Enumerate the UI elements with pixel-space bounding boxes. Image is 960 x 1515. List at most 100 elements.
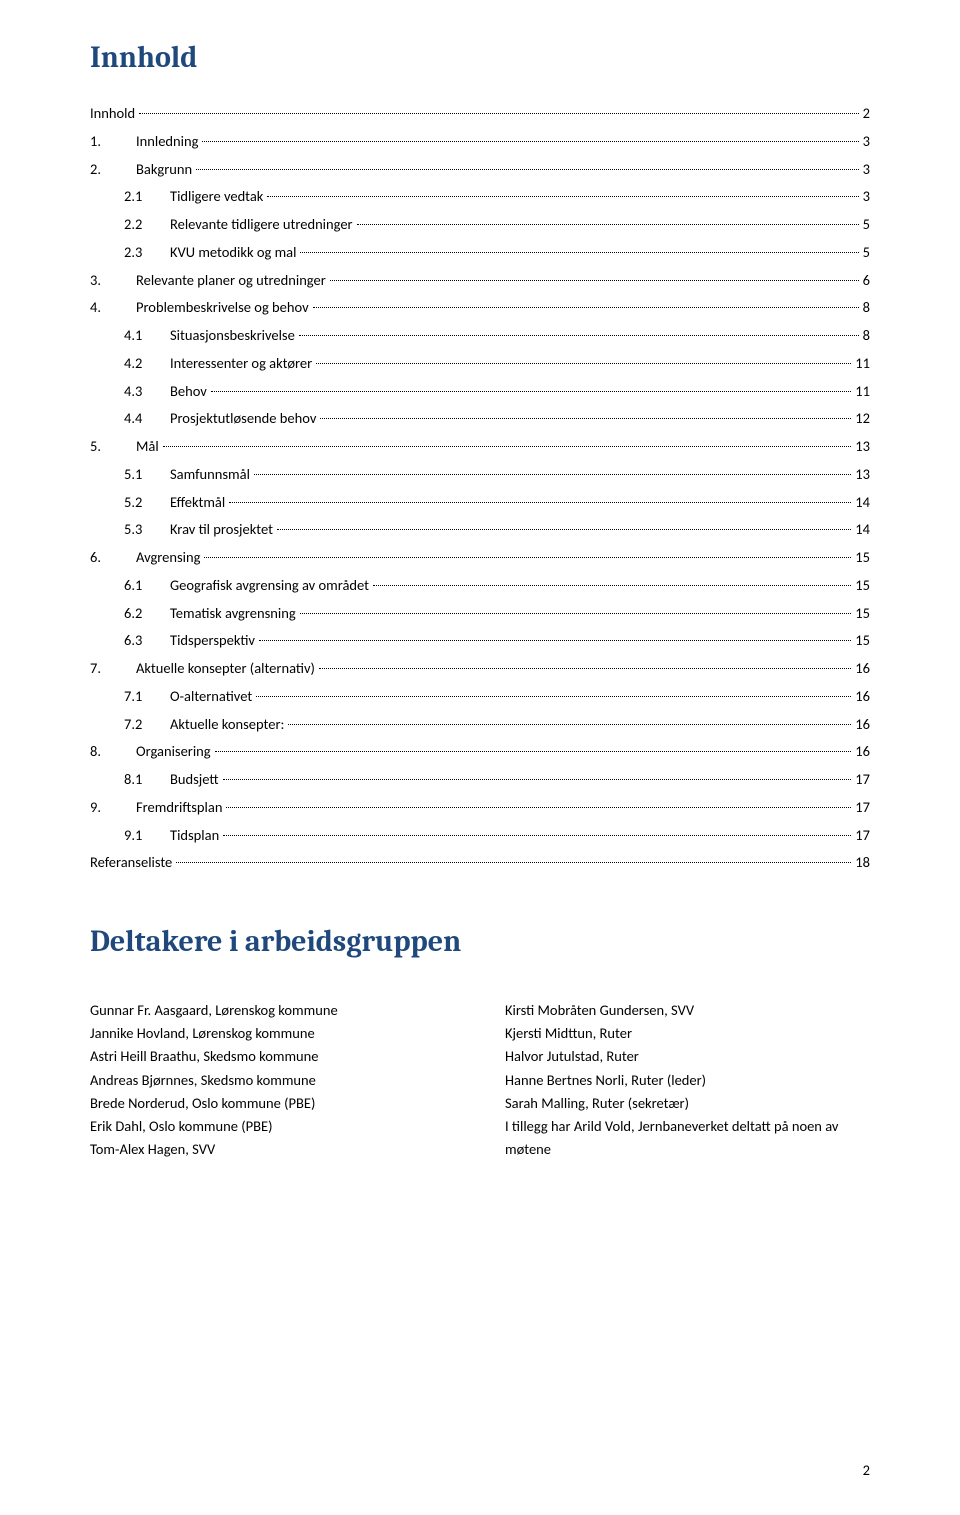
toc-entry-number: 4.2 (124, 353, 170, 375)
toc-entry-title: Prosjektutløsende behov (170, 408, 316, 430)
toc-entry[interactable]: Innhold 2 (90, 103, 870, 125)
toc-leader-dots (267, 196, 858, 197)
toc-entry[interactable]: 4.2Interessenter og aktører 11 (90, 353, 870, 375)
toc-entry[interactable]: 9.Fremdriftsplan 17 (90, 797, 870, 819)
toc-entry[interactable]: 8.Organisering 16 (90, 741, 870, 763)
toc-entry[interactable]: 4.1Situasjonsbeskrivelse 8 (90, 325, 870, 347)
toc-entry-number: 9. (90, 797, 136, 819)
toc-leader-dots (319, 668, 851, 669)
toc-leader-dots (229, 502, 851, 503)
participant-entry: Astri Heill Braathu, Skedsmo kommune (90, 1045, 455, 1068)
toc-entry[interactable]: 2.1Tidligere vedtak 3 (90, 186, 870, 208)
toc-entry-number: 4.3 (124, 381, 170, 403)
toc-entry-number: 4.1 (124, 325, 170, 347)
toc-entry-title: Tidsperspektiv (170, 630, 255, 652)
toc-entry-number: 2.1 (124, 186, 170, 208)
toc-entry[interactable]: 7.2Aktuelle konsepter: 16 (90, 714, 870, 736)
toc-entry[interactable]: 6.Avgrensing 15 (90, 547, 870, 569)
toc-entry[interactable]: 6.3Tidsperspektiv 15 (90, 630, 870, 652)
toc-entry-number: 7.1 (124, 686, 170, 708)
toc-entry[interactable]: 4.3Behov 11 (90, 381, 870, 403)
toc-entry[interactable]: 5.3Krav til prosjektet 14 (90, 519, 870, 541)
toc-entry[interactable]: 2.3KVU metodikk og mal 5 (90, 242, 870, 264)
toc-entry[interactable]: 2.2Relevante tidligere utredninger 5 (90, 214, 870, 236)
toc-heading: Innhold (90, 40, 870, 75)
toc-entry[interactable]: 9.1Tidsplan 17 (90, 825, 870, 847)
toc-entry-title: Problembeskrivelse og behov (136, 297, 309, 319)
toc-entry-page: 17 (855, 797, 870, 819)
toc-entry[interactable]: 3.Relevante planer og utredninger 6 (90, 270, 870, 292)
toc-entry[interactable]: 5.1Samfunnsmål 13 (90, 464, 870, 486)
participants-right-column: Kirsti Mobråten Gundersen, SVVKjersti Mi… (505, 999, 870, 1161)
toc-entry[interactable]: 4.Problembeskrivelse og behov 8 (90, 297, 870, 319)
toc-entry-page: 14 (855, 519, 870, 541)
toc-entry-page: 16 (855, 714, 870, 736)
participant-entry: Erik Dahl, Oslo kommune (PBE) (90, 1115, 455, 1138)
toc-entry-number: 2.2 (124, 214, 170, 236)
toc-entry[interactable]: 6.1Geografisk avgrensing av området 15 (90, 575, 870, 597)
toc-entry-page: 13 (855, 436, 870, 458)
toc-entry-page: 3 (863, 159, 870, 181)
toc-entry-page: 15 (855, 603, 870, 625)
toc-leader-dots (176, 862, 851, 863)
toc-entry-page: 16 (855, 658, 870, 680)
toc-entry[interactable]: Referanseliste 18 (90, 852, 870, 874)
toc-entry-title: Innledning (136, 131, 198, 153)
toc-entry-number: 4.4 (124, 408, 170, 430)
toc-leader-dots (223, 835, 851, 836)
toc-entry-title: Aktuelle konsepter: (170, 714, 284, 736)
toc-entry[interactable]: 7.Aktuelle konsepter (alternativ) 16 (90, 658, 870, 680)
toc-entry[interactable]: 4.4Prosjektutløsende behov 12 (90, 408, 870, 430)
toc-entry-title: KVU metodikk og mal (170, 242, 296, 264)
toc-leader-dots (299, 335, 859, 336)
toc-entry-page: 3 (863, 131, 870, 153)
toc-leader-dots (300, 252, 858, 253)
toc-entry-number: 5.2 (124, 492, 170, 514)
toc-entry-title: Behov (170, 381, 207, 403)
toc-entry[interactable]: 5.2Effektmål 14 (90, 492, 870, 514)
participant-entry: Kjersti Midttun, Ruter (505, 1022, 870, 1045)
participants-heading: Deltakere i arbeidsgruppen (90, 924, 870, 959)
participant-entry: Hanne Bertnes Norli, Ruter (leder) (505, 1069, 870, 1092)
toc-leader-dots (139, 113, 859, 114)
toc-entry-title: Relevante tidligere utredninger (170, 214, 353, 236)
toc-leader-dots (288, 724, 851, 725)
toc-leader-dots (259, 640, 851, 641)
toc-entry-title: Bakgrunn (136, 159, 192, 181)
toc-entry[interactable]: 1.Innledning 3 (90, 131, 870, 153)
toc-entry-title: Geografisk avgrensing av området (170, 575, 369, 597)
toc-entry[interactable]: 8.1Budsjett 17 (90, 769, 870, 791)
toc-leader-dots (277, 529, 851, 530)
toc-entry-title: Relevante planer og utredninger (136, 270, 326, 292)
toc-leader-dots (226, 807, 851, 808)
toc-entry-title: Budsjett (170, 769, 219, 791)
toc-entry-page: 16 (855, 741, 870, 763)
toc-entry-page: 14 (855, 492, 870, 514)
participant-entry: Halvor Jutulstad, Ruter (505, 1045, 870, 1068)
toc-entry-number: 6.1 (124, 575, 170, 597)
toc-entry-number: 5.1 (124, 464, 170, 486)
participant-entry: Gunnar Fr. Aasgaard, Lørenskog kommune (90, 999, 455, 1022)
toc-entry[interactable]: 7.1O-alternativet 16 (90, 686, 870, 708)
toc-leader-dots (202, 141, 858, 142)
toc-entry[interactable]: 2.Bakgrunn 3 (90, 159, 870, 181)
toc-entry[interactable]: 5.Mål 13 (90, 436, 870, 458)
toc-entry-page: 11 (855, 353, 870, 375)
toc-entry-page: 8 (863, 325, 870, 347)
toc-entry-page: 5 (863, 214, 870, 236)
toc-entry-title: Mål (136, 436, 159, 458)
table-of-contents: Innhold 21.Innledning 32.Bakgrunn 32.1Ti… (90, 103, 870, 874)
toc-entry[interactable]: 6.2Tematisk avgrensning 15 (90, 603, 870, 625)
toc-entry-page: 11 (855, 381, 870, 403)
toc-leader-dots (163, 446, 852, 447)
toc-entry-number: 6.2 (124, 603, 170, 625)
toc-entry-number: 2. (90, 159, 136, 181)
toc-leader-dots (373, 585, 851, 586)
toc-leader-dots (316, 363, 851, 364)
toc-leader-dots (357, 224, 859, 225)
participant-entry: Sarah Malling, Ruter (sekretær) (505, 1092, 870, 1115)
toc-entry-page: 6 (863, 270, 870, 292)
toc-entry-page: 15 (855, 630, 870, 652)
toc-entry-page: 12 (855, 408, 870, 430)
toc-entry-number: 6.3 (124, 630, 170, 652)
